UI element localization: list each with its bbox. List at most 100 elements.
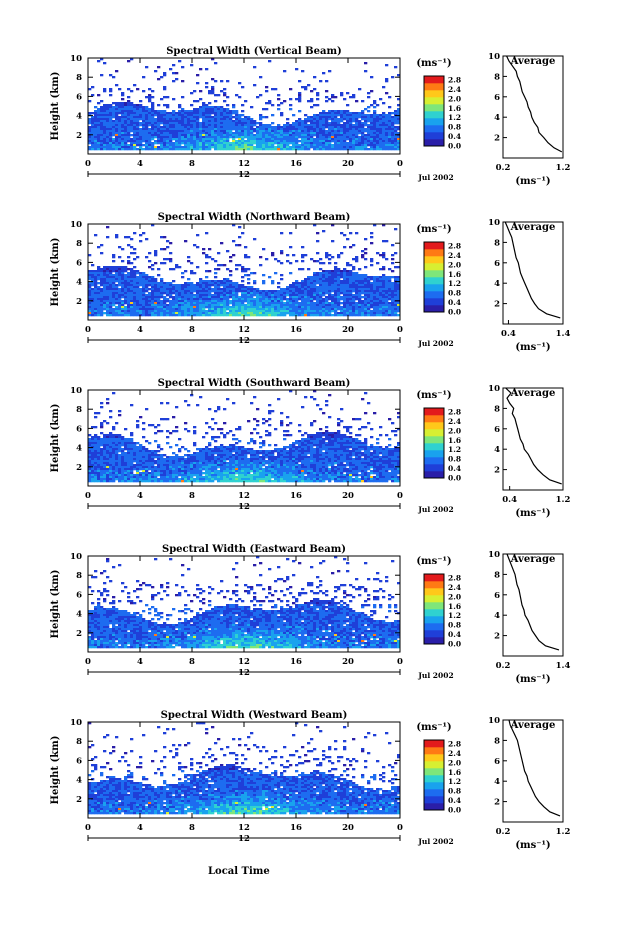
heatmap-cell [166,418,170,421]
heatmap-cell [331,288,335,291]
heatmap-cell [235,146,239,149]
heatmap-cell [220,432,224,435]
heatmap-cell [151,304,155,307]
heatmap-cell [121,278,125,281]
heatmap-cell [187,130,191,133]
heatmap-cell [121,94,125,97]
heatmap-cell [334,308,338,311]
heatmap-cell [232,148,236,151]
heatmap-cell [118,268,122,271]
heatmap-cell [256,314,260,317]
heatmap-cell [265,144,269,147]
heatmap-cell [364,292,368,295]
heatmap-cell [277,146,281,149]
heatmap-cell [193,134,197,137]
heatmap-cell [334,296,338,299]
heatmap-cell [364,116,368,119]
heatmap-cell [220,132,224,135]
average-y-tick-label: 2 [494,134,500,144]
heatmap-cell [391,290,395,293]
heatmap-cell [142,128,146,131]
heatmap-cell [193,118,197,121]
heatmap-cell [157,128,161,131]
heatmap-cell [349,128,353,131]
heatmap-cell [199,308,203,311]
heatmap-cell [202,286,206,289]
heatmap-cell [280,296,284,299]
heatmap-cell [112,282,116,285]
heatmap-cell [166,130,170,133]
heatmap-cell [247,306,251,309]
heatmap-cell [235,290,239,293]
heatmap-cell [268,142,272,145]
heatmap-cell [268,308,272,311]
heatmap-cell [184,138,188,141]
heatmap-cell [277,134,281,137]
heatmap-cell [211,258,215,261]
heatmap-cell [337,304,341,307]
heatmap-cell [184,114,188,117]
heatmap-cell [346,308,350,311]
heatmap-cell [244,270,248,273]
heatmap-cell [154,304,158,307]
heatmap-cell [226,306,230,309]
colorbar-tick-label: 0.0 [448,142,461,151]
heatmap-cell [259,134,263,137]
heatmap-cell [385,286,389,289]
heatmap-cell [121,98,125,101]
heatmap-cell [244,146,248,149]
heatmap-cell [343,296,347,299]
heatmap-cell [298,130,302,133]
heatmap-cell [130,286,134,289]
heatmap-cell [202,124,206,127]
heatmap-cell [391,144,395,147]
heatmap-cell [310,132,314,135]
heatmap-cell [352,112,356,115]
heatmap-cell [142,138,146,141]
heatmap-cell [313,272,317,275]
heatmap-cell [106,438,110,441]
heatmap-cell [388,282,392,285]
heatmap-cell [133,300,137,303]
heatmap-cell [130,312,134,315]
heatmap-cell [295,304,299,307]
heatmap-cell [157,284,161,287]
heatmap-cell [214,118,218,121]
heatmap-cell [358,428,362,431]
heatmap-cell [388,298,392,301]
heatmap-cell [142,122,146,125]
heatmap-cell [190,292,194,295]
heatmap-cell [190,110,194,113]
heatmap-cell [346,282,350,285]
heatmap-cell [340,118,344,121]
heatmap-cell [199,110,203,113]
heatmap-cell [223,422,227,425]
heatmap-cell [376,298,380,301]
heatmap-cell [127,286,131,289]
heatmap-cell [223,134,227,137]
heatmap-cell [367,148,371,151]
heatmap-cell [97,144,101,147]
heatmap-cell [250,304,254,307]
heatmap-cell [181,288,185,291]
heatmap-cell [133,232,137,235]
heatmap-cell [322,432,326,435]
heatmap-cell [142,312,146,315]
heatmap-cell [97,444,101,447]
heatmap-cell [352,310,356,313]
heatmap-cell [331,118,335,121]
heatmap-cell [346,310,350,313]
colorbar-swatch [424,249,444,257]
heatmap-cell [301,310,305,313]
heatmap-cell [319,80,323,83]
heatmap-cell [103,124,107,127]
heatmap-cell [379,290,383,293]
heatmap-cell [133,298,137,301]
heatmap-cell [361,306,365,309]
heatmap-cell [130,246,134,249]
heatmap-cell [361,276,365,279]
heatmap-cell [196,118,200,121]
heatmap-cell [298,442,302,445]
heatmap-cell [94,136,98,139]
heatmap-cell [325,282,329,285]
